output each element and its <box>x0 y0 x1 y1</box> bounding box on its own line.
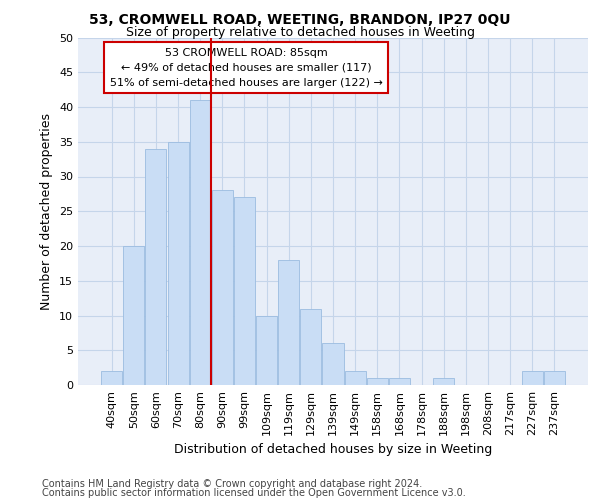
Bar <box>101 371 122 385</box>
Text: Contains HM Land Registry data © Crown copyright and database right 2024.: Contains HM Land Registry data © Crown c… <box>42 479 422 489</box>
Bar <box>521 371 542 385</box>
Text: 53 CROMWELL ROAD: 85sqm
← 49% of detached houses are smaller (117)
51% of semi-d: 53 CROMWELL ROAD: 85sqm ← 49% of detache… <box>110 48 383 88</box>
Y-axis label: Number of detached properties: Number of detached properties <box>40 113 53 310</box>
Bar <box>212 190 233 385</box>
X-axis label: Distribution of detached houses by size in Weeting: Distribution of detached houses by size … <box>174 444 492 456</box>
Bar <box>256 316 277 385</box>
Bar <box>389 378 410 385</box>
Text: 53, CROMWELL ROAD, WEETING, BRANDON, IP27 0QU: 53, CROMWELL ROAD, WEETING, BRANDON, IP2… <box>89 12 511 26</box>
Bar <box>433 378 454 385</box>
Bar <box>344 371 365 385</box>
Bar <box>278 260 299 385</box>
Bar <box>301 308 322 385</box>
Bar <box>145 148 166 385</box>
Bar <box>544 371 565 385</box>
Bar <box>124 246 145 385</box>
Bar <box>190 100 211 385</box>
Bar <box>167 142 188 385</box>
Bar <box>322 344 344 385</box>
Bar <box>367 378 388 385</box>
Text: Size of property relative to detached houses in Weeting: Size of property relative to detached ho… <box>125 26 475 39</box>
Text: Contains public sector information licensed under the Open Government Licence v3: Contains public sector information licen… <box>42 488 466 498</box>
Bar <box>234 198 255 385</box>
